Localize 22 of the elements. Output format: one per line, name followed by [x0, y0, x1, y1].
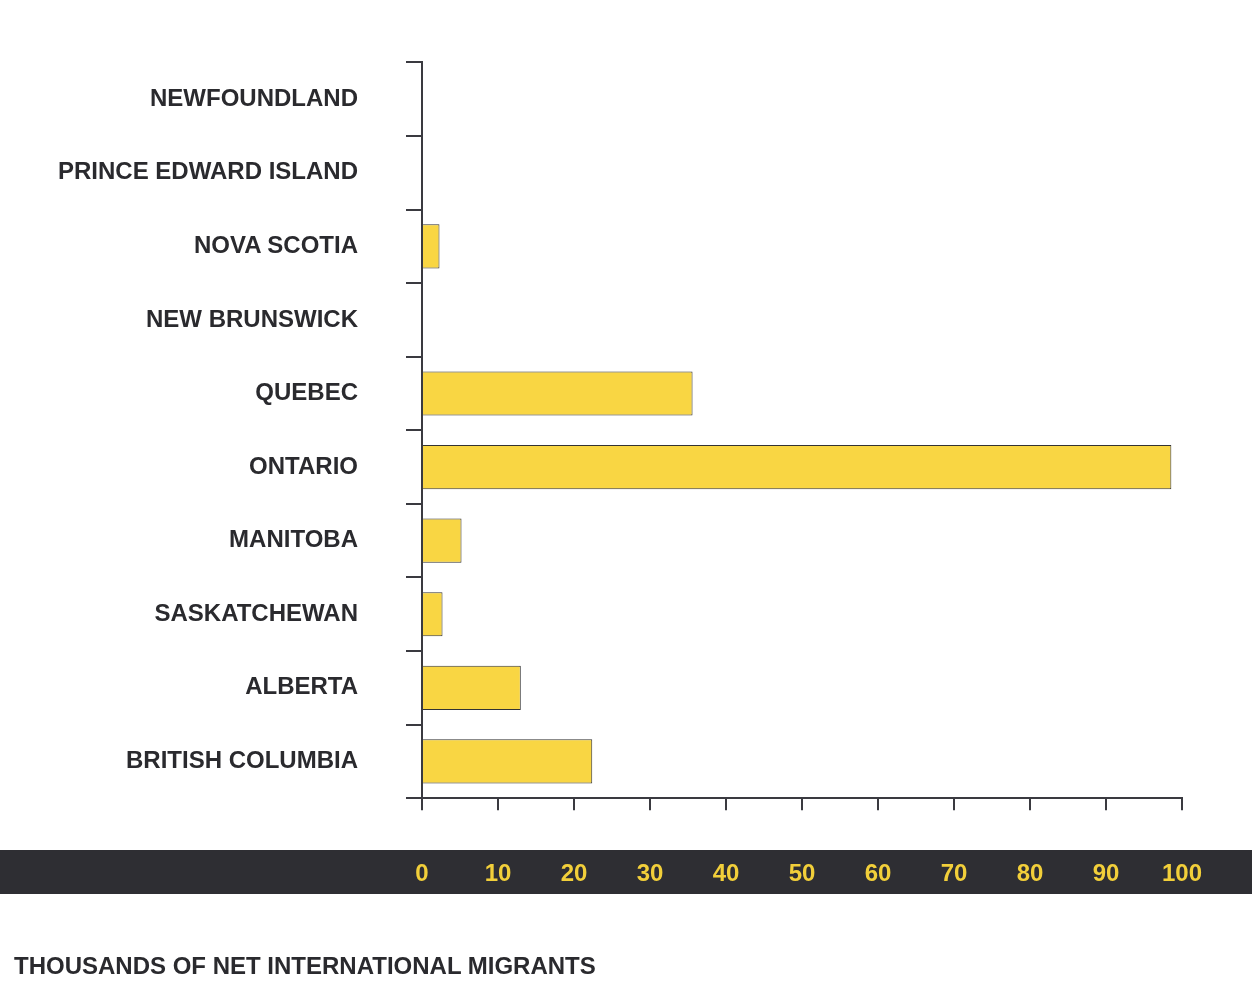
x-tick-label: 70	[940, 859, 968, 887]
y-tick-label: SASKATCHEWAN	[154, 598, 359, 626]
y-tick-label: ALBERTA	[245, 672, 359, 700]
y-tick-label: BRITISH COLUMBIA	[126, 746, 359, 774]
x-tick-label: 10	[484, 859, 512, 887]
y-tick-label: NOVA SCOTIA	[194, 230, 359, 258]
y-tick-label: PRINCE EDWARD ISLAND	[58, 157, 359, 185]
x-tick-label: 50	[788, 859, 816, 887]
y-tick-label: NEW BRUNSWICK	[146, 304, 359, 332]
x-axis-title: THOUSANDS OF NET INTERNATIONAL MIGRANTS	[14, 952, 596, 980]
x-tick-label: 80	[1016, 859, 1044, 887]
x-tick-label: 60	[864, 859, 892, 887]
x-tick-label: 90	[1092, 859, 1120, 887]
x-tick-label: 100	[1161, 859, 1202, 887]
y-tick-label: ONTARIO	[249, 451, 359, 479]
y-tick-label: QUEBEC	[255, 378, 359, 406]
x-tick-label: 40	[712, 859, 740, 887]
x-tick-label: 30	[636, 859, 664, 887]
x-tick-label: 20	[560, 859, 588, 887]
x-tick-label: 0	[415, 859, 429, 887]
y-tick-label: NEWFOUNDLAND	[150, 83, 359, 111]
y-tick-label: MANITOBA	[229, 525, 359, 553]
